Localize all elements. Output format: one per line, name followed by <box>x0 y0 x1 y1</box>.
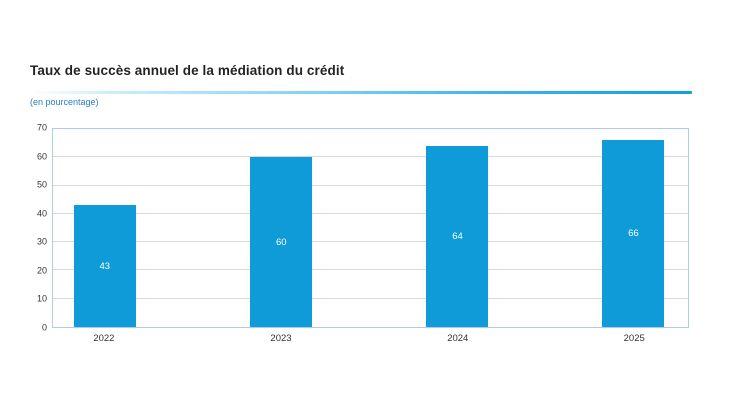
x-axis-tick-labels: 2022 2023 2024 2025 <box>52 333 689 349</box>
x-tick-label: 2022 <box>93 333 115 344</box>
y-tick-label: 20 <box>36 265 47 276</box>
x-tick-label: 2024 <box>447 333 469 344</box>
bar-value-label: 60 <box>275 236 287 248</box>
x-tick-label: 2025 <box>623 333 645 344</box>
bar-2025: 66 <box>602 140 665 327</box>
y-tick-label: 50 <box>36 179 47 190</box>
y-axis-tick-labels: 0 10 20 30 40 50 60 70 <box>0 123 47 332</box>
gridline <box>53 184 688 186</box>
gridline <box>53 297 688 299</box>
bar-2023: 60 <box>250 157 313 327</box>
gridline <box>53 212 688 214</box>
bar-value-label: 43 <box>99 260 111 272</box>
bar-2022: 43 <box>73 205 136 327</box>
title-underline-rule <box>30 91 692 94</box>
y-tick-label: 0 <box>41 322 47 333</box>
chart-subtitle: (en pourcentage) <box>30 97 99 107</box>
bar-value-label: 66 <box>628 228 639 240</box>
bar-2024: 64 <box>426 145 489 327</box>
gridline <box>53 156 688 158</box>
chart-title: Taux de succès annuel de la médiation du… <box>30 63 345 78</box>
y-tick-label: 30 <box>36 236 47 247</box>
bar-value-label: 64 <box>452 230 463 242</box>
y-tick-label: 60 <box>36 151 47 162</box>
y-tick-label: 70 <box>36 122 47 133</box>
y-tick-label: 10 <box>36 293 47 304</box>
gridline <box>53 269 688 271</box>
gridline <box>53 241 688 243</box>
x-tick-label: 2023 <box>270 333 292 344</box>
plot-area: 43 60 64 66 <box>52 128 689 328</box>
y-tick-label: 40 <box>36 208 47 219</box>
